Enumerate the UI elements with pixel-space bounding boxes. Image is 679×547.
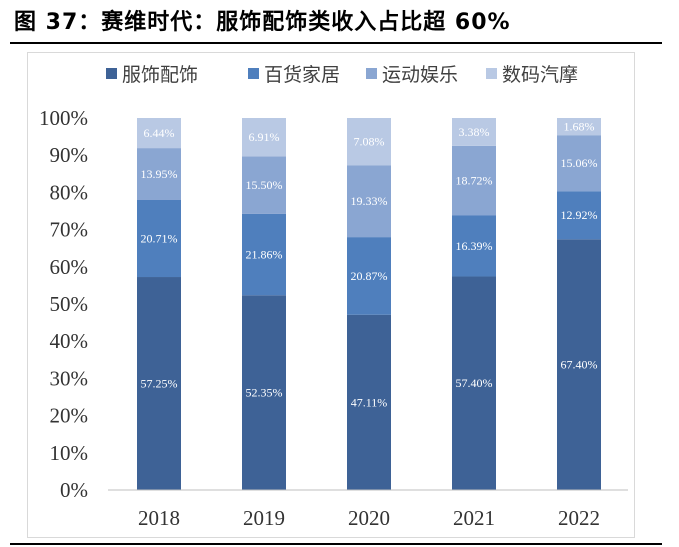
bar-segment xyxy=(557,118,601,136)
data-label: 6.44% xyxy=(144,126,175,140)
data-label: 67.40% xyxy=(561,358,598,372)
y-tick-label: 60% xyxy=(50,255,89,279)
legend-label-0: 服饰配饰 xyxy=(122,64,198,86)
y-tick-label: 70% xyxy=(50,218,89,242)
y-tick-label: 50% xyxy=(50,292,89,316)
y-tick-label: 90% xyxy=(50,143,89,167)
data-label: 3.38% xyxy=(459,125,490,139)
data-label: 6.91% xyxy=(249,130,280,144)
bar-segment xyxy=(137,199,181,278)
bar-segment xyxy=(242,156,286,214)
data-label: 18.72% xyxy=(456,174,493,188)
data-label: 19.33% xyxy=(351,194,388,208)
data-label: 15.50% xyxy=(246,178,283,192)
legend-label-2: 运动娱乐 xyxy=(382,64,458,86)
x-tick-label: 2019 xyxy=(243,506,285,530)
data-label: 13.95% xyxy=(141,167,178,181)
bar-segment xyxy=(242,213,286,296)
data-label: 57.40% xyxy=(456,376,493,390)
bar-segment xyxy=(137,148,181,200)
data-label: 52.35% xyxy=(246,386,283,400)
y-tick-label: 100% xyxy=(39,106,88,130)
x-tick-label: 2018 xyxy=(138,506,180,530)
bar-segment xyxy=(242,295,286,490)
bar-segment xyxy=(452,145,496,216)
bar-segment xyxy=(137,277,181,490)
legend-swatch-0 xyxy=(106,68,117,79)
legend-swatch-2 xyxy=(366,68,377,79)
data-label: 16.39% xyxy=(456,239,493,253)
x-tick-label: 2022 xyxy=(558,506,600,530)
figure-title: 图 37：赛维时代：服饰配饰类收入占比超 60% xyxy=(14,10,511,35)
bottom-rule xyxy=(10,543,662,545)
bar-segment xyxy=(347,118,391,166)
x-axis: 2018 2019 2020 2021 2022 xyxy=(108,489,628,530)
data-label: 15.06% xyxy=(561,156,598,170)
data-label: 57.25% xyxy=(141,377,178,391)
bar-segment xyxy=(347,314,391,490)
y-tick-label: 20% xyxy=(50,404,89,428)
bar-segment xyxy=(557,191,601,240)
title-rule xyxy=(10,42,662,44)
y-tick-label: 80% xyxy=(50,180,89,204)
bars: 57.25% 20.71% 13.95% 6.44% 52.35% 21.86% 15.50… xyxy=(137,118,601,490)
y-tick-label: 30% xyxy=(50,366,89,390)
bar-segment xyxy=(557,135,601,192)
y-axis: 0% 10% 20% 30% 40% 50% 60% 70% 80% 90% 100% xyxy=(39,106,88,502)
bar-segment xyxy=(347,237,391,315)
y-tick-label: 0% xyxy=(60,478,88,502)
legend: 服饰配饰 百货家居 运动娱乐 数码汽摩 xyxy=(106,64,578,86)
legend-swatch-3 xyxy=(486,68,497,79)
x-tick-label: 2021 xyxy=(453,506,495,530)
bar-segment xyxy=(452,215,496,277)
legend-swatch-1 xyxy=(248,68,259,79)
bar-segment xyxy=(557,239,601,490)
y-tick-label: 10% xyxy=(50,441,89,465)
data-label: 20.87% xyxy=(351,269,388,283)
x-tick-label: 2020 xyxy=(348,506,390,530)
bar-segment xyxy=(347,165,391,238)
data-label: 47.11% xyxy=(351,395,388,409)
bar-segment xyxy=(452,118,496,146)
data-label: 20.71% xyxy=(141,232,178,246)
data-label: 21.86% xyxy=(246,248,283,262)
bar-segment xyxy=(452,276,496,490)
data-label: 12.92% xyxy=(561,208,598,222)
legend-label-1: 百货家居 xyxy=(264,64,340,86)
data-label: 1.68% xyxy=(564,120,595,134)
data-label: 7.08% xyxy=(354,135,385,149)
chart-frame xyxy=(27,52,635,538)
y-tick-label: 40% xyxy=(50,329,89,353)
legend-label-3: 数码汽摩 xyxy=(502,64,578,86)
bar-segment xyxy=(137,118,181,149)
bar-segment xyxy=(242,118,286,157)
